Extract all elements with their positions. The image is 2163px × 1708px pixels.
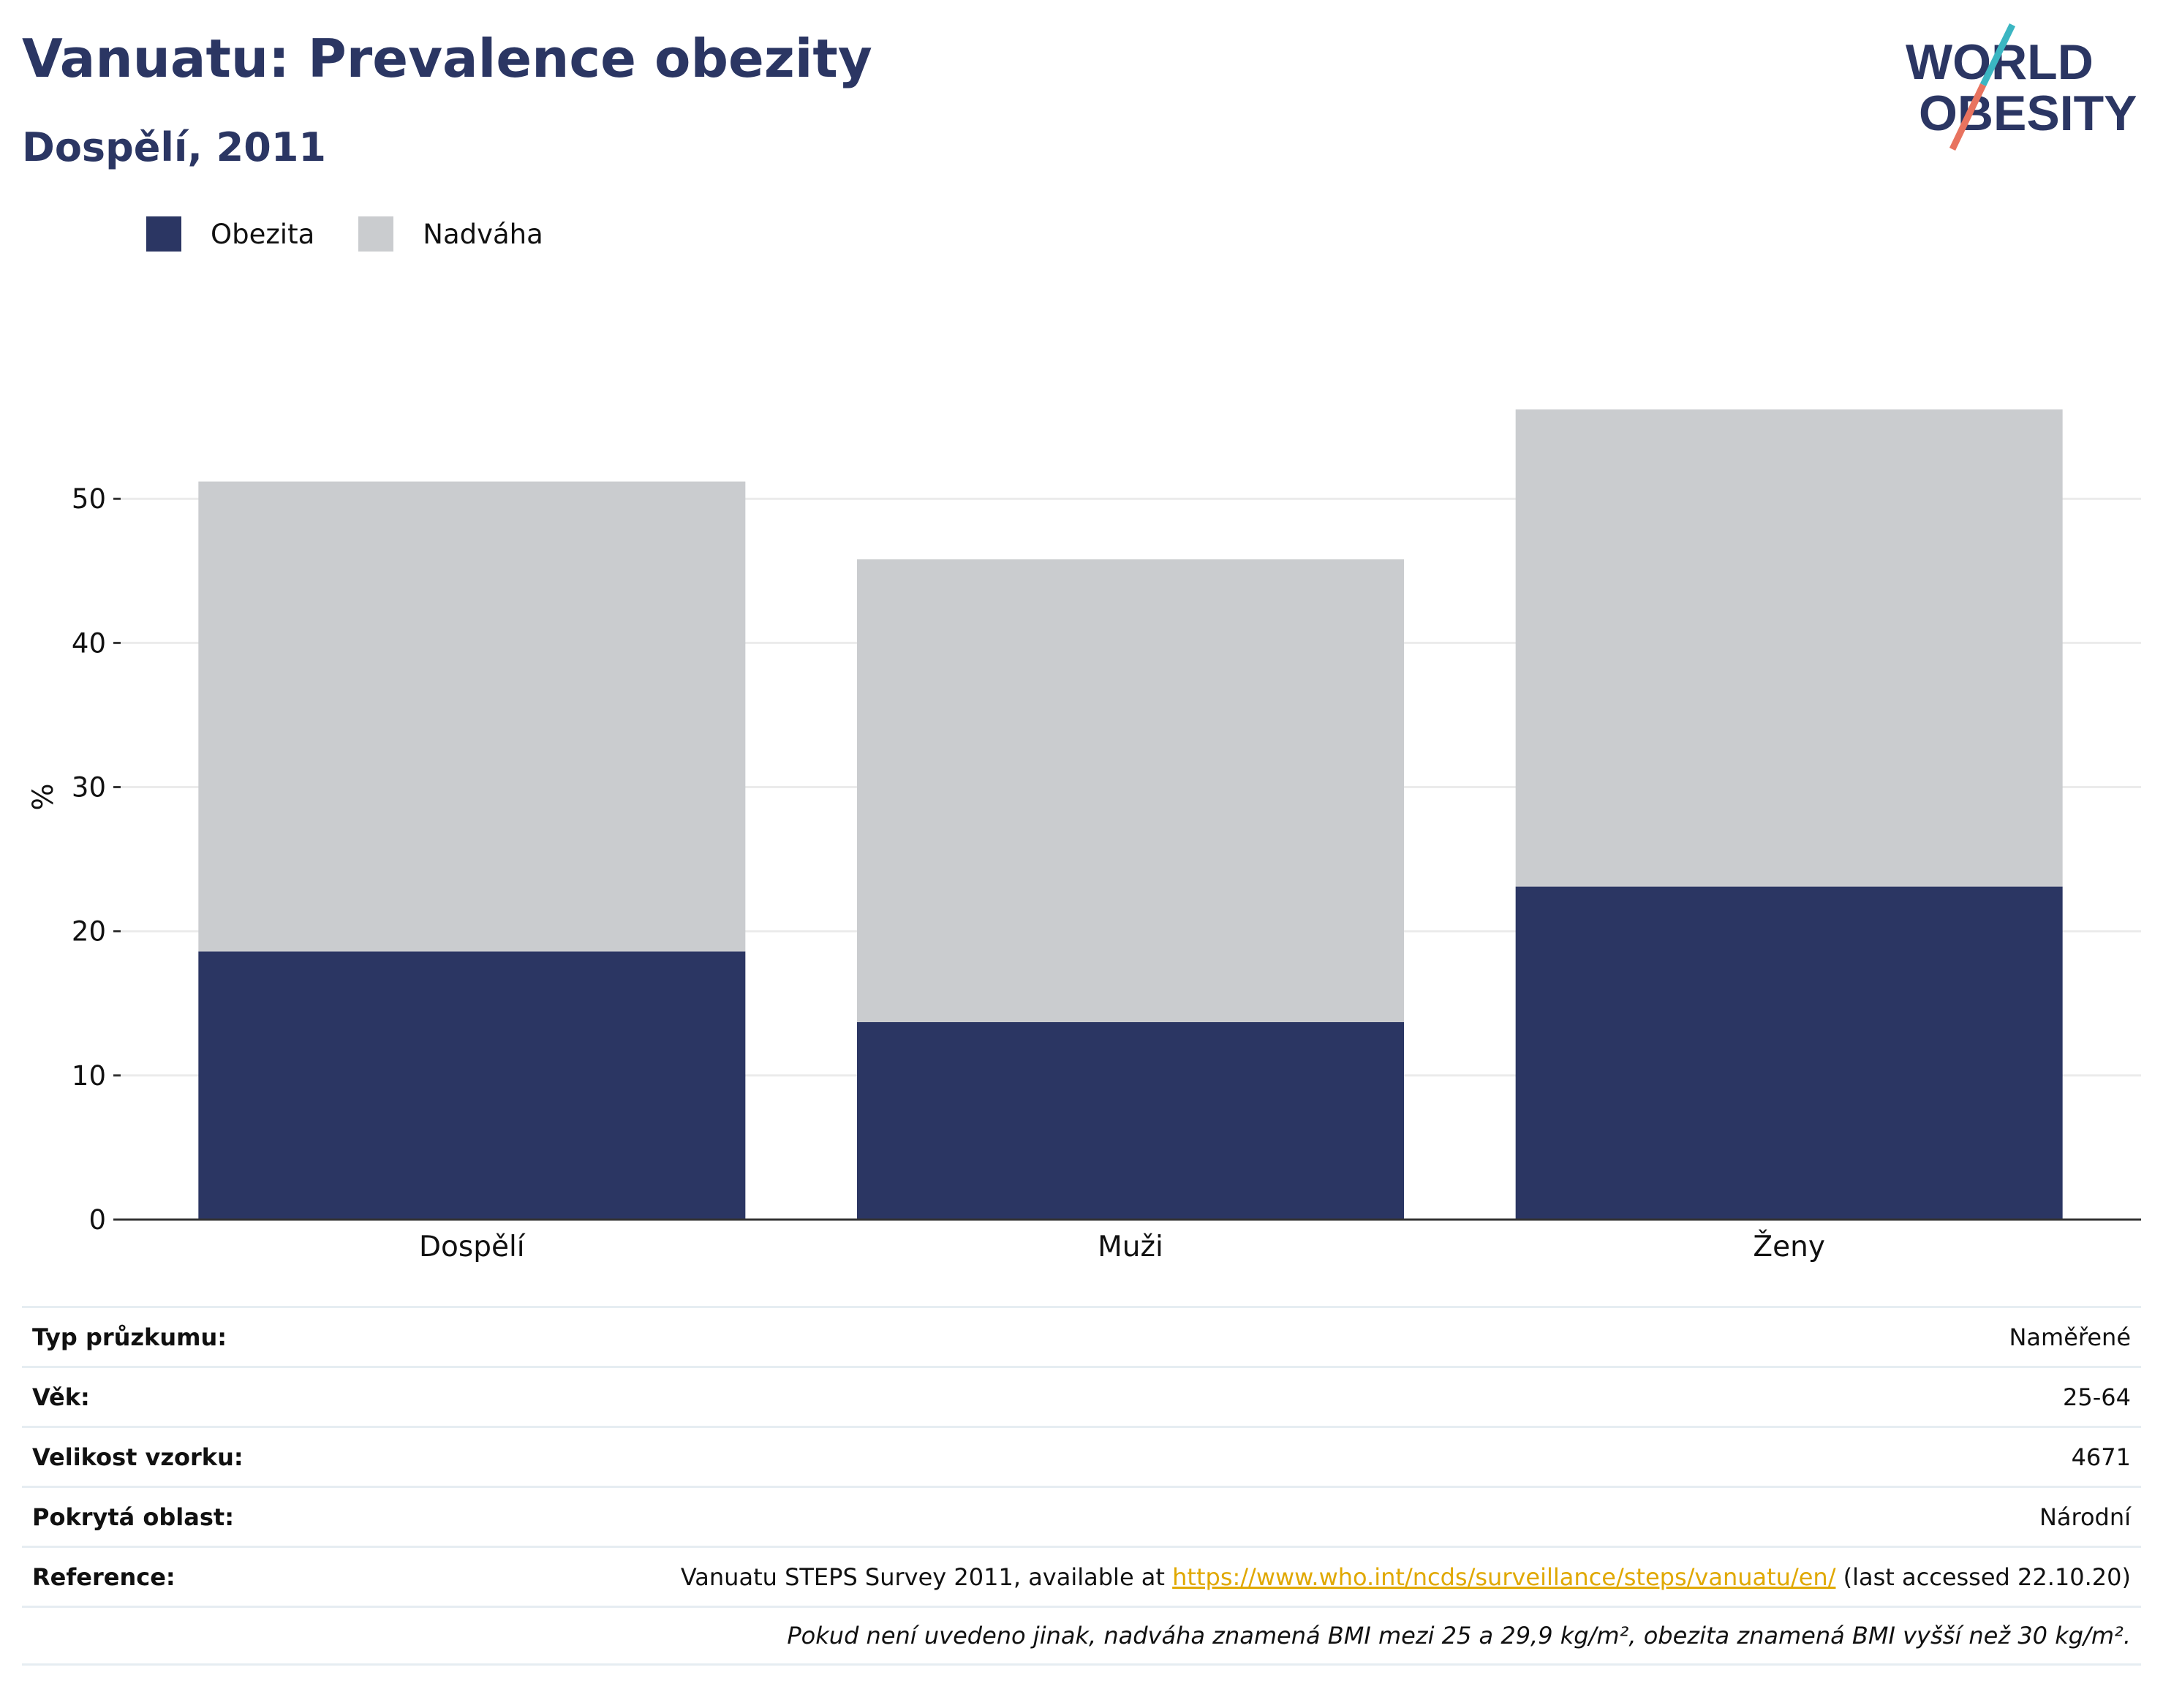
y-tick-label: 0 <box>88 1204 106 1236</box>
logo-slash-coral <box>1949 83 1987 151</box>
legend-item-obezita: Obezita <box>146 216 314 252</box>
info-row-age: Věk: 25-64 <box>22 1366 2141 1426</box>
chart-subtitle: Dospělí, 2011 <box>22 124 326 170</box>
x-tick-label: Muži <box>1098 1231 1163 1263</box>
legend-label-nadvaha: Nadváha <box>423 218 543 250</box>
bar-nadváha-0 <box>198 481 746 952</box>
info-key: Reference: <box>32 1562 175 1591</box>
y-tick-label: 20 <box>72 916 106 948</box>
bar-nadváha-2 <box>1515 409 2063 887</box>
bar-obezita-2 <box>1515 886 2063 1220</box>
info-value: 25-64 <box>2063 1383 2131 1411</box>
y-tick-label: 50 <box>72 483 106 515</box>
info-row-note: Pokud není uvedeno jinak, nadváha znamen… <box>22 1606 2141 1666</box>
info-key: Typ průzkumu: <box>32 1323 227 1351</box>
info-row-coverage: Pokrytá oblast: Národní <box>22 1486 2141 1546</box>
info-key: Věk: <box>32 1383 90 1411</box>
world-obesity-logo: WORLD OBESITY <box>1906 23 2137 151</box>
reference-suffix: (last accessed 22.10.20) <box>1835 1562 2131 1591</box>
info-value: Národní <box>2039 1503 2131 1531</box>
chart-title: Vanuatu: Prevalence obezity <box>22 28 872 89</box>
bar-obezita-0 <box>198 951 746 1220</box>
legend-item-nadvaha: Nadváha <box>358 216 543 252</box>
y-axis-label: % <box>27 783 60 810</box>
info-row-reference: Reference: Vanuatu STEPS Survey 2011, av… <box>22 1546 2141 1606</box>
logo-line-1: WORLD <box>1906 34 2094 90</box>
bar-obezita-1 <box>857 1021 1404 1220</box>
info-row-sample-size: Velikost vzorku: 4671 <box>22 1426 2141 1486</box>
info-value: Naměřené <box>2009 1323 2131 1351</box>
x-tick-label: Ženy <box>1753 1229 1825 1263</box>
legend-swatch-obezita <box>146 216 181 252</box>
bar-chart: Dospělí Muži Ženy 0 10 20 30 40 50% <box>27 409 2141 1263</box>
reference-link[interactable]: https://www.who.int/ncds/surveillance/st… <box>1172 1562 1836 1591</box>
legend-label-obezita: Obezita <box>211 218 315 250</box>
info-row-survey-type: Typ průzkumu: Naměřené <box>22 1306 2141 1366</box>
y-tick-label: 30 <box>72 772 106 804</box>
info-table: Typ průzkumu: Naměřené Věk: 25-64 Veliko… <box>22 1306 2141 1666</box>
bar-nadváha-1 <box>857 559 1404 1022</box>
reference-text: Vanuatu STEPS Survey 2011, available at … <box>681 1563 2131 1591</box>
footnote: Pokud není uvedeno jinak, nadváha znamen… <box>787 1622 2131 1650</box>
info-key: Pokrytá oblast: <box>32 1503 234 1531</box>
info-value: 4671 <box>2071 1443 2131 1471</box>
y-tick-label: 40 <box>72 627 106 659</box>
reference-prefix: Vanuatu STEPS Survey 2011, available at <box>680 1562 1173 1591</box>
x-tick-label: Dospělí <box>419 1231 526 1263</box>
chart-legend: Obezita Nadváha <box>146 216 587 252</box>
y-tick-label: 10 <box>72 1060 106 1092</box>
logo-line-2: OBESITY <box>1919 86 2137 141</box>
info-key: Velikost vzorku: <box>32 1443 244 1471</box>
logo-slash-teal <box>1979 23 2016 86</box>
legend-swatch-nadvaha <box>358 216 394 252</box>
